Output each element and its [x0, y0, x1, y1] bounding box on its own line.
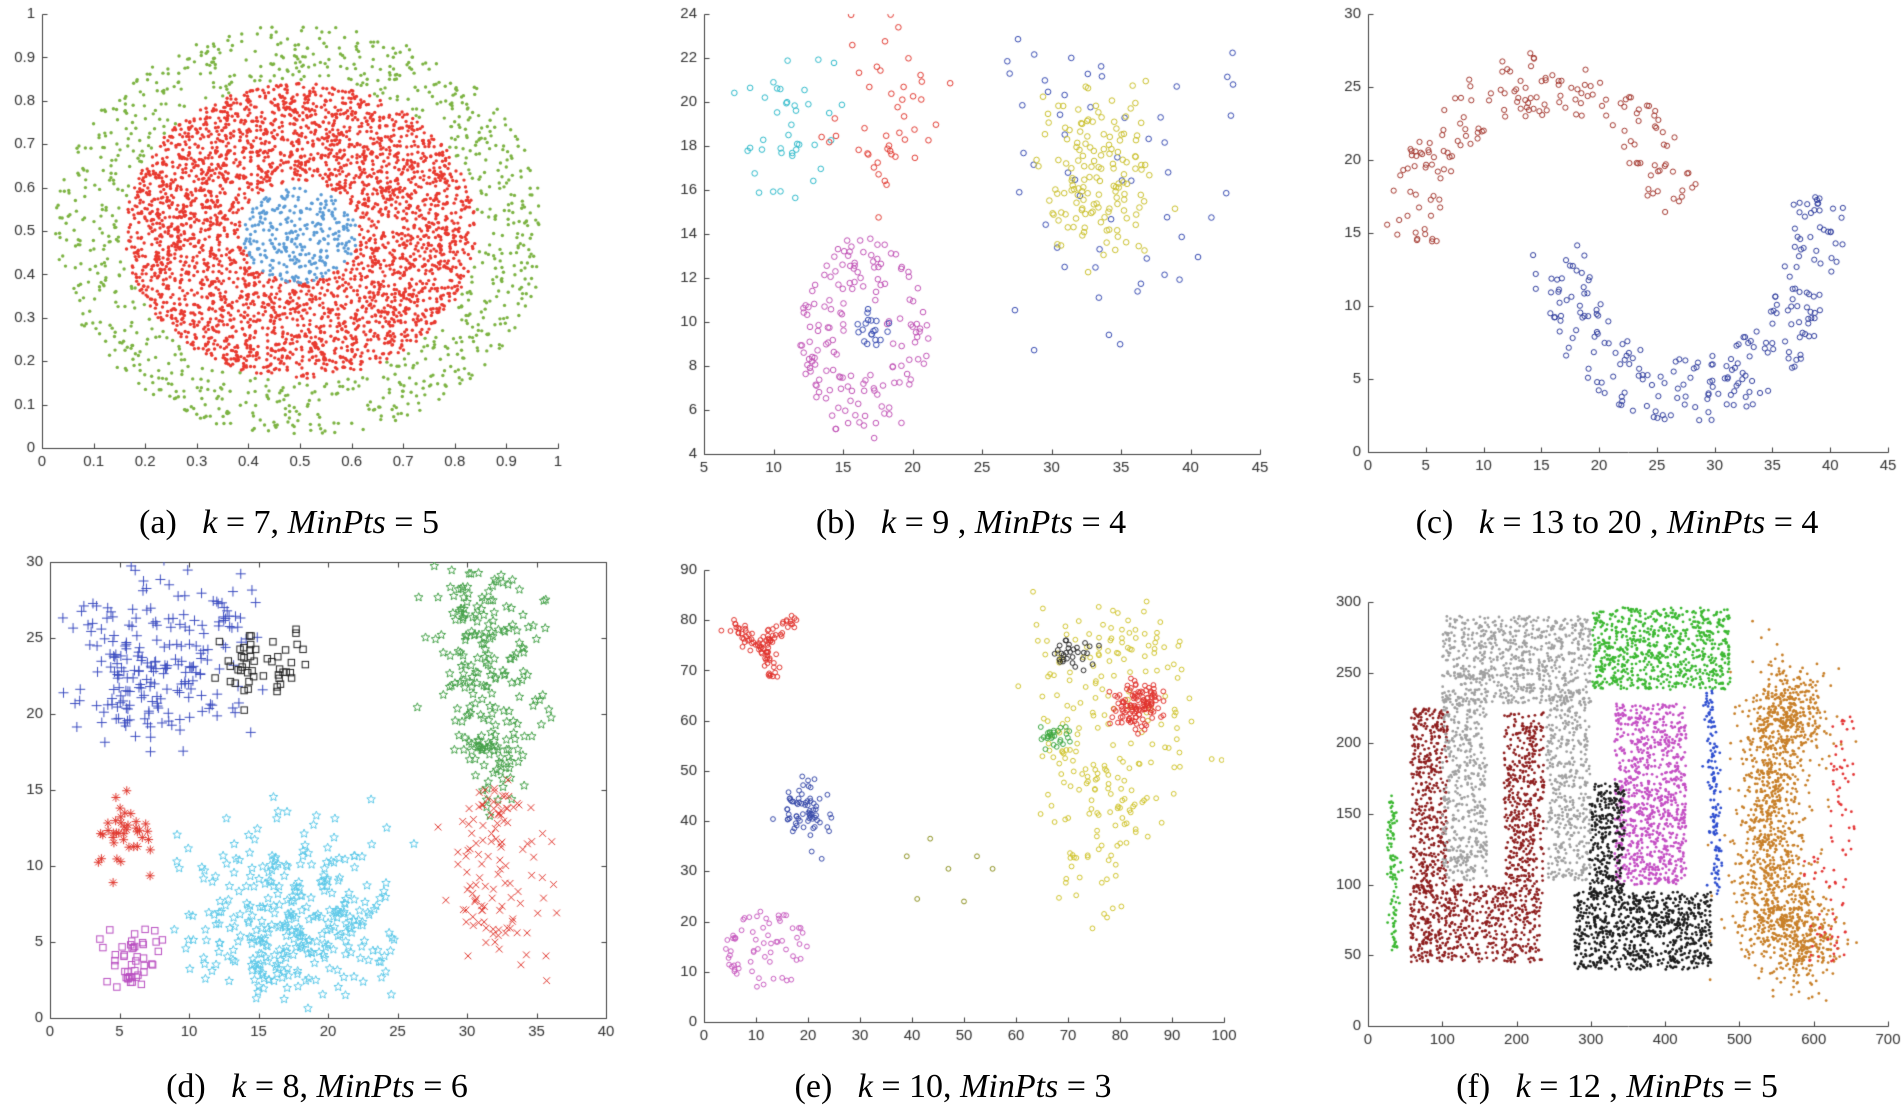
caption-math: k: [880, 504, 897, 541]
caption-text: = 8,: [246, 1068, 317, 1105]
caption-text: (b): [815, 504, 881, 541]
caption-text: = 3: [1058, 1068, 1112, 1105]
caption-math: MinPts: [1626, 1068, 1725, 1105]
caption-a: (a) k = 7, MinPts = 5: [6, 504, 572, 542]
caption-math: k: [1515, 1068, 1531, 1105]
caption-math: k: [1478, 504, 1494, 541]
caption-e: (e) k = 10, MinPts = 3: [668, 1068, 1238, 1106]
caption-text: (f): [1456, 1068, 1516, 1105]
caption-text: = 5: [1724, 1068, 1778, 1105]
caption-math: k: [231, 1068, 247, 1105]
scatter-plot-e: [668, 560, 1238, 1048]
caption-math: MinPts: [1667, 504, 1766, 541]
caption-d: (d) k = 8, MinPts = 6: [14, 1068, 620, 1106]
caption-f: (f) k = 12 , MinPts = 5: [1332, 1068, 1902, 1106]
subplot-a: (a) k = 7, MinPts = 5: [6, 4, 572, 544]
caption-text: (c): [1415, 504, 1479, 541]
subplot-b: (b) k = 9 , MinPts = 4: [668, 4, 1274, 544]
caption-math: MinPts: [287, 504, 386, 541]
scatter-plot-d: [14, 552, 620, 1044]
subplot-d: (d) k = 8, MinPts = 6: [14, 552, 620, 1108]
caption-math: MinPts: [974, 504, 1073, 541]
caption-math: k: [857, 1068, 873, 1105]
caption-text: (a): [139, 504, 203, 541]
caption-text: = 6: [414, 1068, 468, 1105]
scatter-plot-c: [1332, 4, 1902, 478]
caption-text: (e): [794, 1068, 858, 1105]
caption-text: = 13 to 20 ,: [1493, 504, 1668, 541]
caption-c: (c) k = 13 to 20 , MinPts = 4: [1332, 504, 1902, 542]
caption-math: MinPts: [960, 1068, 1059, 1105]
subplot-f: (f) k = 12 , MinPts = 5: [1332, 592, 1902, 1108]
scatter-plot-a: [6, 4, 572, 474]
caption-text: = 7,: [217, 504, 288, 541]
caption-math: MinPts: [316, 1068, 415, 1105]
caption-text: = 4: [1765, 504, 1819, 541]
subplot-e: (e) k = 10, MinPts = 3: [668, 560, 1238, 1108]
scatter-plot-b: [668, 4, 1274, 480]
caption-math: k: [202, 504, 218, 541]
subplot-c: (c) k = 13 to 20 , MinPts = 4: [1332, 4, 1902, 544]
caption-text: = 5: [385, 504, 439, 541]
caption-text: = 12 ,: [1530, 1068, 1627, 1105]
caption-text: = 4: [1072, 504, 1127, 541]
caption-text: (d): [166, 1068, 232, 1105]
caption-text: = 9 ,: [896, 504, 975, 541]
scatter-plot-f: [1332, 592, 1902, 1052]
caption-text: = 10,: [872, 1068, 961, 1105]
caption-b: (b) k = 9 , MinPts = 4: [668, 504, 1274, 542]
